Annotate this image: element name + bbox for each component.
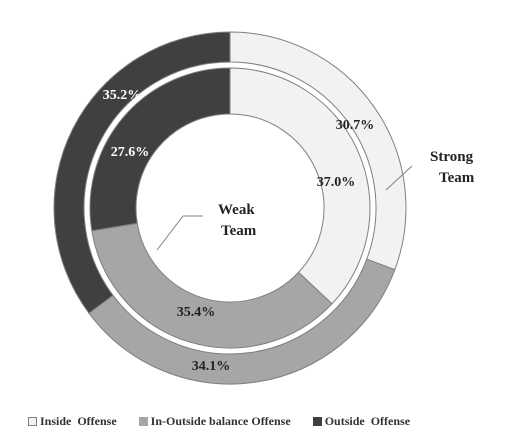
legend-label-outside-offense: Outside Offense — [324, 414, 411, 428]
legend-item-inside-offense: Inside Offense — [28, 414, 117, 429]
inner-ring-slice-outside-offense — [89, 67, 231, 232]
inner-ring-slice-in-outside-balance-offense — [91, 222, 333, 349]
outer-ring-strong-team — [53, 31, 407, 385]
legend-swatch-in-outside-balance-offense — [138, 417, 148, 426]
inner-ring-value-label-in-outside-balance-offense: 35.4% — [177, 305, 216, 320]
inner-ring-slice-inside-offense — [229, 67, 371, 305]
legend-item-outside-offense: Outside Offense — [312, 414, 411, 429]
weak-team-leader-line — [156, 215, 184, 251]
legend-swatch-inside-offense — [28, 417, 37, 426]
legend: Inside Offense In-Outside balance Offens… — [28, 414, 432, 429]
weak-team-label-line1: Weak — [218, 202, 255, 218]
weak-team-label-line2: Team — [221, 223, 257, 239]
outer-ring-value-label-outside-offense: 35.2% — [103, 88, 142, 103]
legend-label-inside-offense: Inside Offense — [40, 414, 117, 428]
legend-label-in-outside-balance-offense: In-Outside balance Offense — [150, 414, 291, 428]
outer-ring-value-label-inside-offense: 30.7% — [336, 118, 375, 133]
legend-swatch-outside-offense — [312, 417, 322, 426]
outer-ring-value-label-in-outside-balance-offense: 34.1% — [192, 359, 231, 374]
percent-labels: 30.7% 34.1% 35.2% 37.0% 35.4% 27.6% — [103, 88, 375, 374]
strong-team-leader-line — [385, 165, 413, 191]
inner-ring-weak-team — [89, 67, 371, 349]
strong-team-label-line1: Strong — [430, 149, 474, 165]
outer-ring-slice-outside-offense — [53, 31, 231, 314]
inner-ring-value-label-outside-offense: 27.6% — [111, 145, 150, 160]
strong-team-label-line2: Team — [439, 170, 475, 186]
inner-ring-value-label-inside-offense: 37.0% — [317, 175, 356, 190]
legend-item-in-outside-balance-offense: In-Outside balance Offense — [138, 414, 291, 429]
